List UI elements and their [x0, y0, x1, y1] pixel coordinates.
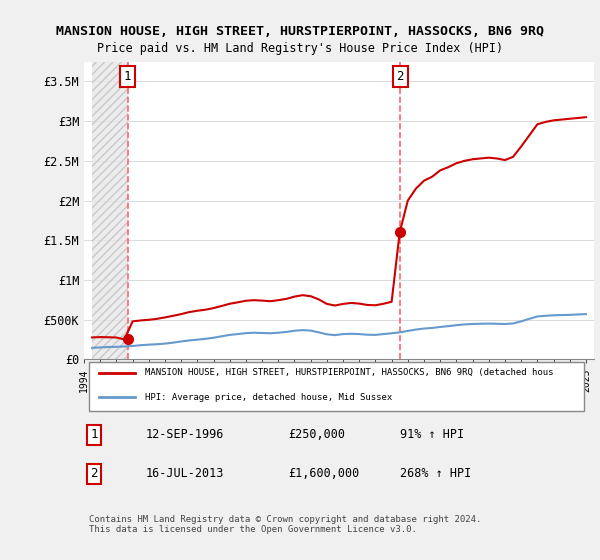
Text: 91% ↑ HPI: 91% ↑ HPI	[400, 428, 464, 441]
Text: MANSION HOUSE, HIGH STREET, HURSTPIERPOINT, HASSOCKS, BN6 9RQ (detached hous: MANSION HOUSE, HIGH STREET, HURSTPIERPOI…	[145, 368, 554, 377]
Text: Contains HM Land Registry data © Crown copyright and database right 2024.
This d: Contains HM Land Registry data © Crown c…	[89, 515, 481, 534]
FancyBboxPatch shape	[89, 362, 584, 410]
Text: 2: 2	[91, 468, 98, 480]
Text: 1: 1	[91, 428, 98, 441]
Text: 16-JUL-2013: 16-JUL-2013	[145, 468, 224, 480]
Text: 1: 1	[124, 70, 131, 83]
Text: £1,600,000: £1,600,000	[288, 468, 359, 480]
Text: £250,000: £250,000	[288, 428, 345, 441]
Text: 2: 2	[397, 70, 404, 83]
Text: 12-SEP-1996: 12-SEP-1996	[145, 428, 224, 441]
Text: MANSION HOUSE, HIGH STREET, HURSTPIERPOINT, HASSOCKS, BN6 9RQ: MANSION HOUSE, HIGH STREET, HURSTPIERPOI…	[56, 25, 544, 38]
Text: 268% ↑ HPI: 268% ↑ HPI	[400, 468, 472, 480]
Text: HPI: Average price, detached house, Mid Sussex: HPI: Average price, detached house, Mid …	[145, 393, 392, 402]
Bar	[92, 62, 128, 360]
Text: Price paid vs. HM Land Registry's House Price Index (HPI): Price paid vs. HM Land Registry's House …	[97, 42, 503, 55]
